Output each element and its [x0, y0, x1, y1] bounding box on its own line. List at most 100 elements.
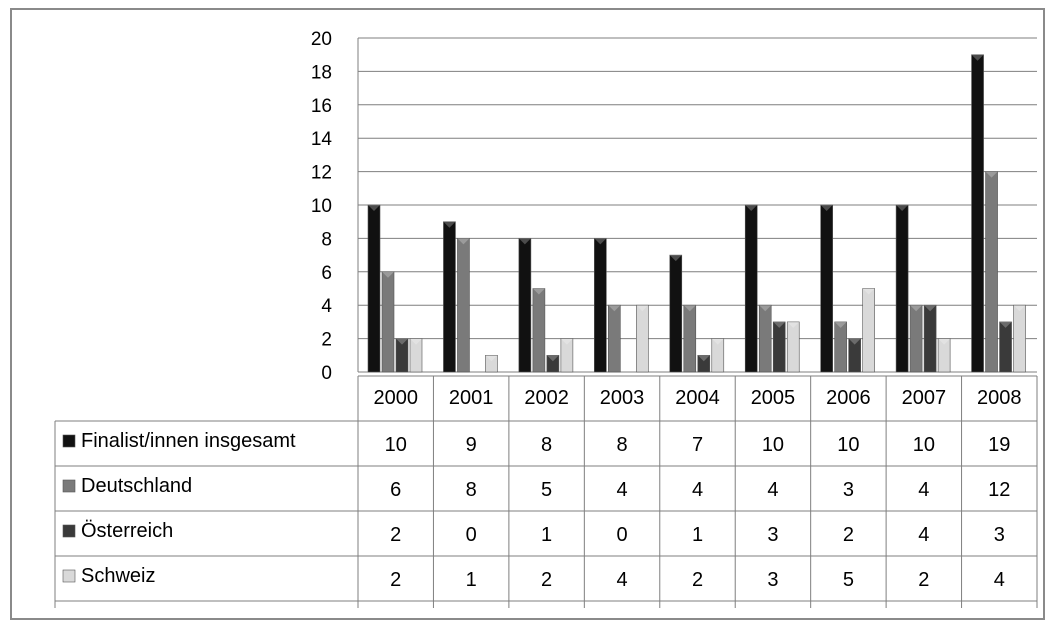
data-table-cell: 5	[541, 479, 552, 501]
bar-finalist-innen-insgesamt-2008	[971, 54, 984, 373]
x-tick-label: 2003	[600, 387, 645, 409]
x-tick-label: 2006	[826, 387, 871, 409]
data-table-cell: 0	[466, 524, 477, 546]
bar-finalist-innen-insgesamt-2006	[820, 204, 833, 373]
bar-cap	[683, 305, 696, 312]
bar-cap	[787, 321, 800, 328]
x-tick-label: 2004	[675, 387, 720, 409]
data-table-cell: 4	[767, 479, 778, 501]
legend-swatch-2	[62, 479, 76, 493]
x-tick-label: 2007	[902, 387, 947, 409]
data-table-cell: 8	[466, 479, 477, 501]
data-table-cell: 1	[692, 524, 703, 546]
legend-swatch-1	[62, 434, 76, 448]
bar-schweiz-2001	[485, 354, 498, 373]
legend-label: Finalist/innen insgesamt	[81, 430, 296, 452]
y-tick-label: 6	[321, 263, 332, 284]
bar-schweiz-2008	[1013, 304, 1026, 373]
data-table-cell: 3	[994, 524, 1005, 546]
bar--sterreich-2008	[999, 321, 1012, 373]
bar-cap	[896, 205, 909, 211]
legend-swatch-3	[62, 524, 76, 538]
bar-cap	[745, 205, 758, 211]
bar-deutschland-2006	[834, 321, 847, 373]
bar-deutschland-2007	[909, 304, 923, 373]
legend-label: Österreich	[81, 520, 173, 542]
bar-deutschland-2000	[381, 271, 395, 373]
bar-cap	[532, 288, 545, 295]
bar-cap	[834, 321, 847, 328]
bar--sterreich-2002	[546, 354, 560, 373]
bar-schweiz-2002	[560, 338, 574, 373]
bar-cap	[862, 288, 875, 295]
data-table-cell: 0	[616, 524, 627, 546]
bar-cap	[820, 205, 833, 211]
bar-cap	[971, 54, 984, 61]
bar-schweiz-2004	[711, 338, 725, 373]
data-table-cell: 4	[918, 524, 929, 546]
y-tick-label: 4	[321, 296, 332, 317]
y-tick-label: 16	[311, 96, 332, 117]
data-table-cell: 10	[385, 434, 407, 456]
bar-cap	[594, 238, 607, 245]
data-table-cell: 2	[541, 569, 552, 591]
legend-swatch-4	[62, 569, 76, 583]
bar-cap	[443, 221, 456, 228]
bar-cap	[669, 255, 682, 262]
data-table-cell: 9	[466, 434, 477, 456]
bar-deutschland-2003	[608, 304, 621, 373]
bar-cap	[608, 305, 621, 312]
data-table-cell: 2	[390, 524, 401, 546]
bar-cap	[938, 338, 951, 345]
bar-schweiz-2007	[937, 338, 951, 373]
bar-schweiz-2003	[636, 304, 649, 373]
y-tick-label: 14	[311, 129, 333, 150]
bar-deutschland-2008	[985, 171, 998, 373]
data-table-cell: 10	[913, 434, 935, 456]
legend-label: Deutschland	[81, 475, 192, 497]
bar-schweiz-2000	[409, 338, 423, 373]
x-tick-label: 2001	[449, 387, 494, 409]
legend-label: Schweiz	[81, 565, 155, 587]
bar-cap	[985, 171, 998, 178]
bar-cap	[773, 321, 786, 328]
bar-cap	[759, 305, 772, 312]
bar-finalist-innen-insgesamt-2002	[518, 238, 532, 373]
bar-cap	[485, 355, 498, 362]
bar-finalist-innen-insgesamt-2001	[443, 221, 456, 373]
data-table-cell: 12	[988, 479, 1010, 501]
bar--sterreich-2007	[923, 304, 937, 373]
bar--sterreich-2004	[697, 354, 711, 373]
data-table-cell: 2	[692, 569, 703, 591]
data-table-cell: 1	[466, 569, 477, 591]
x-tick-label: 2008	[977, 387, 1022, 409]
bar-deutschland-2004	[683, 304, 697, 373]
data-table-cell: 6	[390, 479, 401, 501]
data-table-cell: 4	[994, 569, 1005, 591]
bar-deutschland-2001	[457, 238, 470, 373]
bar--sterreich-2006	[848, 338, 861, 373]
y-tick-label: 8	[321, 229, 332, 250]
x-tick-label: 2002	[524, 387, 569, 409]
bar-schweiz-2005	[786, 321, 800, 373]
data-table-cell: 7	[692, 434, 703, 456]
bar--sterreich-2005	[772, 321, 786, 373]
data-table-cell: 2	[390, 569, 401, 591]
data-table-cell: 2	[918, 569, 929, 591]
data-table-cell: 5	[843, 569, 854, 591]
bar-cap	[636, 305, 649, 312]
bar-cap	[711, 338, 724, 345]
bar-schweiz-2006	[862, 288, 875, 373]
data-table-cell: 4	[918, 479, 929, 501]
bar--sterreich-2000	[395, 338, 409, 373]
data-table-cell: 3	[767, 569, 778, 591]
bar-cap	[518, 238, 531, 245]
y-tick-label: 20	[311, 29, 332, 50]
bar-cap	[457, 238, 470, 245]
y-tick-label: 0	[321, 363, 332, 384]
bar-cap	[910, 305, 923, 312]
bar-cap	[382, 271, 394, 278]
y-tick-label: 2	[321, 330, 332, 351]
bar-cap	[848, 338, 861, 345]
data-table-cell: 2	[843, 524, 854, 546]
